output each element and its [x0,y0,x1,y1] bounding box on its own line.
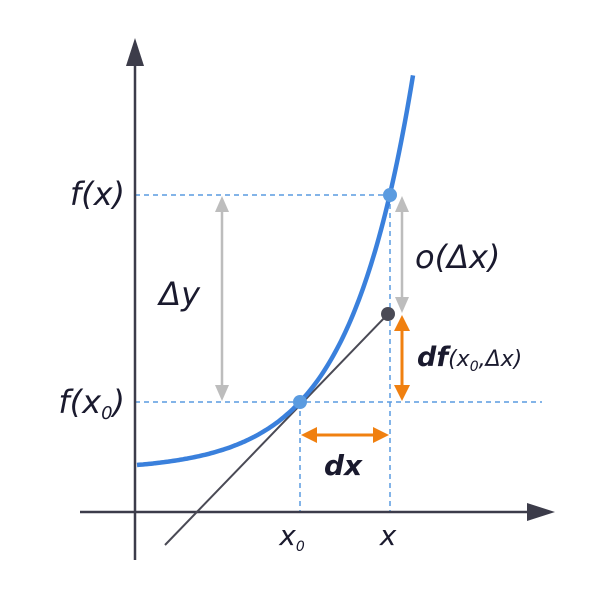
label-df: df(x0,Δx) [417,342,522,375]
o-arrow [395,196,409,313]
point-x0 [293,395,307,409]
label-part: x [278,519,296,552]
curve [136,75,416,468]
label-delta-y: Δy [156,275,201,313]
label-fx0: f(x0) [58,383,125,424]
point-x [383,188,397,202]
label-part: df [417,342,451,373]
label-part: ) [111,383,125,421]
label-dx: dx [324,449,363,482]
label-part: ,Δx) [479,347,523,372]
label-sub: 0 [101,403,112,424]
label-sub: 0 [296,539,305,555]
label-fx: f(x) [70,175,125,213]
x-axis-arrow [527,503,555,521]
label-sub: 0 [470,359,479,375]
df-arrow [394,315,410,401]
label-part: f(x [58,383,102,421]
label-x0: x0 [278,519,305,555]
delta-y-arrow [215,196,229,401]
tangent-line [164,313,389,546]
label-part: (x [448,347,471,372]
label-x: x [379,519,397,552]
dx-arrow [301,427,389,443]
tangent-point [381,307,395,321]
label-o: o(Δx) [415,238,500,276]
y-axis-arrow [126,38,144,66]
